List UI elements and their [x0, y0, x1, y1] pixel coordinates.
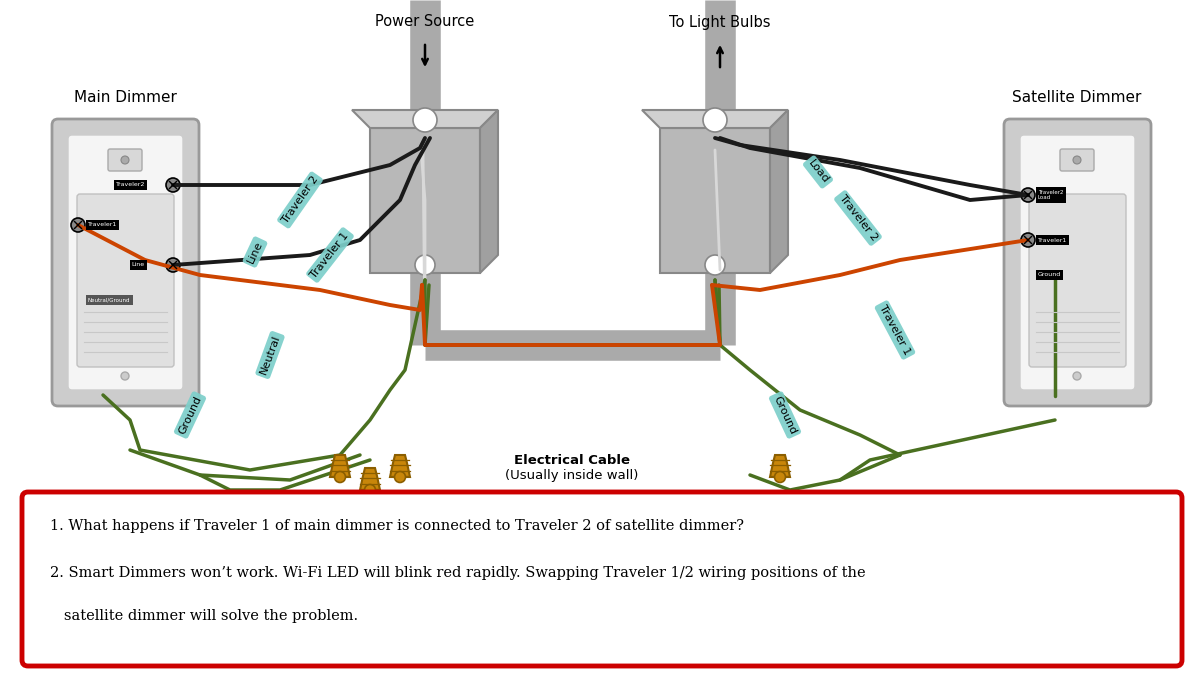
FancyBboxPatch shape — [1030, 194, 1126, 367]
Text: Satellite Dimmer: Satellite Dimmer — [1013, 91, 1141, 105]
FancyBboxPatch shape — [1060, 149, 1094, 171]
Text: satellite dimmer will solve the problem.: satellite dimmer will solve the problem. — [50, 609, 358, 623]
FancyBboxPatch shape — [22, 492, 1182, 666]
FancyBboxPatch shape — [660, 128, 770, 273]
Polygon shape — [770, 455, 790, 477]
FancyBboxPatch shape — [108, 149, 142, 171]
Text: 2. Smart Dimmers won’t work. Wi-Fi LED will blink red rapidly. Swapping Traveler: 2. Smart Dimmers won’t work. Wi-Fi LED w… — [50, 566, 865, 580]
Polygon shape — [352, 110, 498, 128]
FancyBboxPatch shape — [1004, 119, 1151, 406]
Text: To Light Bulbs: To Light Bulbs — [670, 14, 770, 30]
FancyBboxPatch shape — [52, 119, 199, 406]
Text: Traveler 1: Traveler 1 — [877, 304, 912, 357]
Text: Ground: Ground — [176, 394, 203, 436]
Text: Traveler 1: Traveler 1 — [310, 230, 350, 280]
Text: Traveler 2: Traveler 2 — [280, 174, 320, 226]
Circle shape — [365, 485, 376, 496]
Circle shape — [395, 471, 406, 483]
Circle shape — [335, 471, 346, 483]
Text: Ground: Ground — [772, 394, 798, 436]
Polygon shape — [330, 455, 350, 477]
Polygon shape — [390, 455, 410, 477]
FancyBboxPatch shape — [1020, 135, 1135, 390]
Text: Electrical Cable: Electrical Cable — [514, 454, 630, 466]
Text: Traveler2: Traveler2 — [115, 183, 145, 187]
Text: Load: Load — [806, 158, 830, 186]
Circle shape — [1021, 233, 1034, 247]
Circle shape — [121, 156, 130, 164]
Circle shape — [1073, 156, 1081, 164]
Polygon shape — [360, 468, 380, 490]
Text: Power Source: Power Source — [376, 14, 475, 30]
Text: 1. What happens if Traveler 1 of main dimmer is connected to Traveler 2 of satel: 1. What happens if Traveler 1 of main di… — [50, 519, 744, 533]
FancyBboxPatch shape — [77, 194, 174, 367]
Text: Line: Line — [246, 239, 264, 265]
Text: (Usually inside wall): (Usually inside wall) — [505, 470, 638, 483]
Text: Neutral: Neutral — [258, 334, 282, 376]
Text: Traveler2
Load: Traveler2 Load — [1038, 189, 1063, 200]
Text: Neutral/Ground: Neutral/Ground — [88, 297, 131, 302]
Text: Traveler1: Traveler1 — [88, 222, 118, 228]
FancyBboxPatch shape — [370, 128, 480, 273]
Circle shape — [1073, 372, 1081, 380]
Polygon shape — [770, 110, 788, 273]
Polygon shape — [480, 110, 498, 273]
Polygon shape — [642, 110, 788, 128]
Text: Ground: Ground — [1038, 272, 1061, 278]
Text: Traveler 2: Traveler 2 — [838, 193, 878, 243]
Circle shape — [415, 255, 436, 275]
Circle shape — [413, 108, 437, 132]
Circle shape — [774, 471, 786, 483]
Circle shape — [703, 108, 727, 132]
Circle shape — [166, 258, 180, 272]
Text: Traveler1: Traveler1 — [1038, 237, 1067, 243]
FancyBboxPatch shape — [68, 135, 182, 390]
Text: Line: Line — [132, 262, 145, 268]
Circle shape — [166, 178, 180, 192]
Circle shape — [121, 372, 130, 380]
Circle shape — [1021, 188, 1034, 202]
Circle shape — [71, 218, 85, 232]
Circle shape — [706, 255, 725, 275]
Text: Main Dimmer: Main Dimmer — [73, 91, 176, 105]
